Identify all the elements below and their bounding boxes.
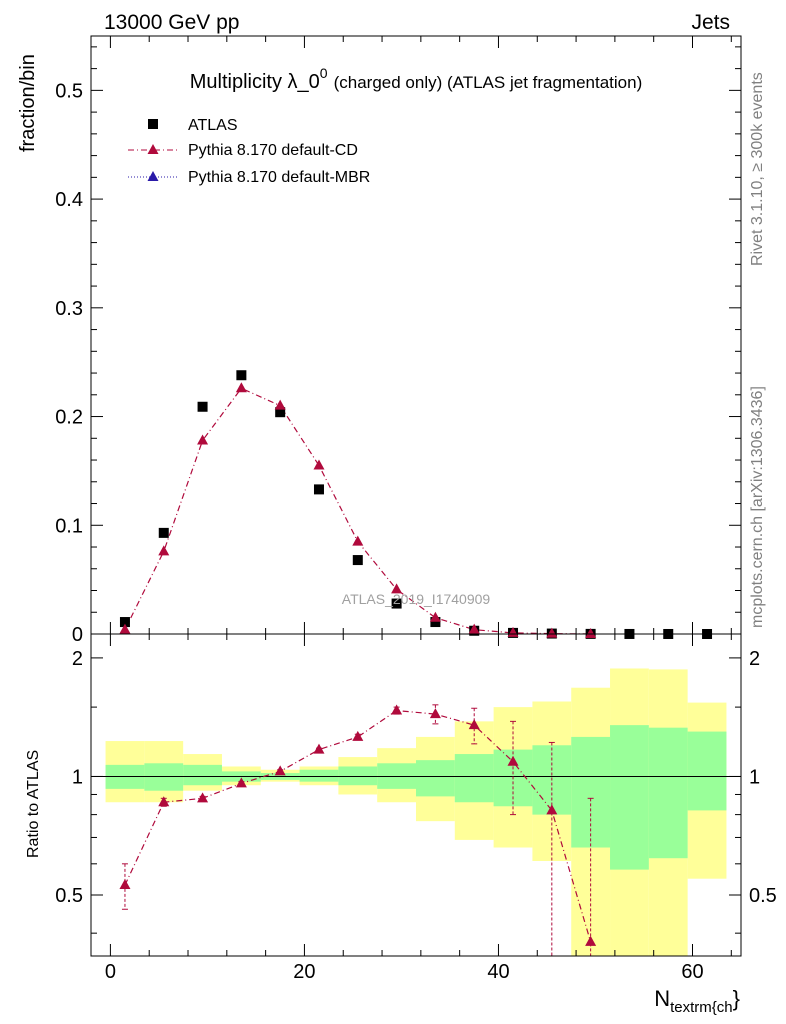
ratio-y-tick-label: 0.5 bbox=[55, 885, 83, 907]
main-ylabel: fraction/bin bbox=[17, 54, 39, 152]
cd-point bbox=[158, 545, 170, 556]
atlas-point bbox=[275, 407, 286, 418]
legend-label: ATLAS bbox=[188, 117, 238, 134]
cd-point bbox=[235, 382, 247, 393]
cd-point bbox=[468, 623, 480, 634]
title-superscript: 0 bbox=[320, 65, 328, 81]
band-stat-bin bbox=[648, 727, 688, 859]
watermark: ATLAS_2019_I1740909 bbox=[342, 591, 491, 607]
atlas-point bbox=[119, 617, 130, 628]
ratio-point bbox=[274, 765, 286, 776]
atlas-point bbox=[391, 598, 402, 609]
atlas-point bbox=[236, 370, 247, 381]
y-tick-label: 0 bbox=[72, 624, 83, 646]
legend: ATLAS Pythia 8.170 default-CD Pythia 8.1… bbox=[128, 117, 370, 186]
ratio-point bbox=[197, 792, 209, 803]
cd-point bbox=[274, 399, 286, 410]
ratio-y-tick-label: 1 bbox=[72, 766, 83, 788]
ratio-y-tick-label: 0.5 bbox=[749, 885, 777, 907]
atlas-point bbox=[197, 401, 208, 412]
y-tick-label: 0.2 bbox=[55, 407, 83, 429]
ratio-marks bbox=[91, 668, 741, 957]
ratio-frame bbox=[90, 633, 742, 957]
category-label: Jets bbox=[691, 11, 730, 34]
x-tick-label: 20 bbox=[293, 961, 315, 983]
atlas-point bbox=[313, 484, 324, 495]
atlas-point bbox=[352, 555, 363, 566]
x-tick-label: 60 bbox=[681, 961, 703, 983]
ratio-y-tick-label: 2 bbox=[749, 648, 760, 670]
ratio-point bbox=[585, 935, 597, 946]
ratio-xlabel: Ntextrm{ch} bbox=[654, 986, 740, 1016]
ratio-point bbox=[235, 777, 247, 788]
y-tick-label: 0.4 bbox=[55, 189, 83, 211]
ratio-point bbox=[158, 796, 170, 807]
x-tick-label: 0 bbox=[105, 961, 116, 983]
title-main: Multiplicity λ_0 bbox=[190, 71, 320, 93]
y-tick-label: 0.3 bbox=[55, 298, 83, 320]
x-tick-label: 40 bbox=[487, 961, 509, 983]
cd-point bbox=[585, 627, 597, 638]
band-stat-bin bbox=[144, 763, 184, 791]
legend-entry-atlas: ATLAS bbox=[148, 117, 238, 134]
ratio-point bbox=[313, 743, 325, 754]
cd-point bbox=[546, 627, 558, 638]
ratio-y-tick-label: 2 bbox=[72, 648, 83, 670]
xlabel-main: N bbox=[654, 986, 670, 1011]
main-ticks: 0 0.1 0.2 0.3 0.4 0.5 bbox=[55, 36, 741, 646]
main-title: Multiplicity λ_00 (charged only) (ATLAS j… bbox=[190, 65, 643, 93]
ratio-ticks: 0 20 40 60 0.5 0.5 1 1 2 2 bbox=[55, 634, 777, 983]
legend-marker-triangle bbox=[147, 171, 159, 181]
y-tick-label: 0.5 bbox=[55, 80, 83, 102]
ratio-point bbox=[391, 704, 403, 715]
mcplots-label: mcplots.cern.ch [arXiv:1306.3436] bbox=[749, 386, 766, 628]
cd-point bbox=[391, 583, 403, 594]
xlabel-suffix: } bbox=[733, 986, 740, 1011]
ratio-point bbox=[468, 719, 480, 730]
cd-point bbox=[313, 459, 325, 470]
ratio-y-tick-label: 1 bbox=[749, 766, 760, 788]
ratio-point bbox=[507, 755, 519, 766]
band-stat-bin bbox=[610, 725, 649, 870]
title-suffix: (charged only) (ATLAS jet fragmentation) bbox=[334, 73, 643, 92]
y-tick-label: 0.1 bbox=[55, 515, 83, 537]
atlas-point bbox=[158, 527, 169, 538]
ratio-panel: 0 20 40 60 0.5 0.5 1 1 2 2 Ratio to ATLAS Ntextrm… bbox=[25, 633, 777, 1016]
atlas-point bbox=[430, 617, 441, 628]
ratio-point bbox=[429, 708, 441, 719]
legend-label: Pythia 8.170 default-MBR bbox=[188, 169, 370, 186]
band-stat-bin bbox=[454, 754, 494, 803]
legend-label: Pythia 8.170 default-CD bbox=[188, 142, 358, 159]
legend-entry-mbr: Pythia 8.170 default-MBR bbox=[128, 169, 370, 186]
xlabel-subscript: textrm{ch bbox=[670, 999, 733, 1016]
band-stat-bin bbox=[687, 731, 727, 811]
cd-point bbox=[197, 434, 209, 445]
legend-marker-square bbox=[148, 119, 158, 129]
cd-point bbox=[429, 611, 441, 622]
legend-entry-cd: Pythia 8.170 default-CD bbox=[128, 142, 358, 159]
band-stat-bin bbox=[338, 766, 378, 786]
ratio-point bbox=[119, 879, 131, 890]
band-stat-bin bbox=[299, 769, 339, 782]
band-stat-bin bbox=[416, 760, 455, 797]
cd-point bbox=[119, 623, 131, 634]
legend-marker-triangle bbox=[147, 144, 159, 154]
energy-label: 13000 GeV pp bbox=[104, 11, 239, 34]
cd-point bbox=[352, 535, 364, 546]
ratio-point bbox=[352, 730, 364, 741]
band-stat-bin bbox=[183, 764, 222, 786]
ratio-ylabel: Ratio to ATLAS bbox=[25, 750, 42, 858]
rivet-label: Rivet 3.1.10, ≥ 300k events bbox=[749, 72, 766, 266]
ratio-point bbox=[546, 804, 558, 815]
main-panel: 00.10.20.30.40.5 Multiplicity λ_00 (charg… bbox=[17, 35, 742, 646]
